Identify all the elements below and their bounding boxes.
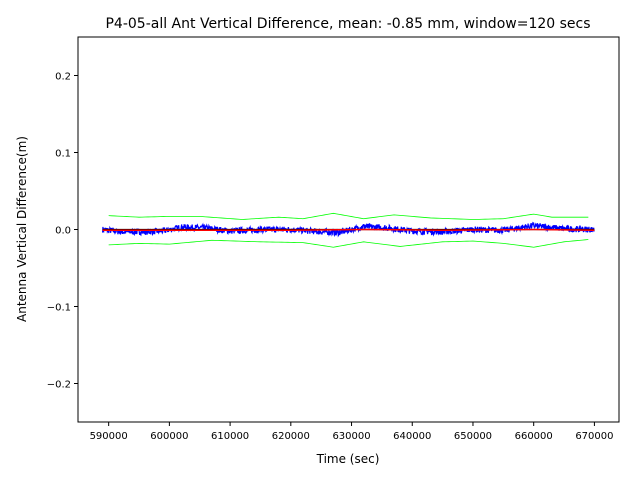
x-tick-label: 650000 <box>454 431 492 442</box>
x-tick-label: 640000 <box>393 431 431 442</box>
series-upper-envelope <box>108 212 589 220</box>
y-tick-label: −0.1 <box>47 303 71 314</box>
x-tick-label: 600000 <box>150 431 188 442</box>
x-tick-label: 620000 <box>272 431 310 442</box>
y-tick-label: 0.2 <box>55 72 71 83</box>
plot-area <box>101 212 595 248</box>
x-tick-label: 630000 <box>332 431 370 442</box>
y-axis-label: Antenna Vertical Difference(m) <box>15 136 29 322</box>
x-tick-label: 670000 <box>575 431 613 442</box>
y-tick-label: −0.2 <box>47 380 71 391</box>
y-tick-label: 0.1 <box>55 149 71 160</box>
x-tick-label: 590000 <box>90 431 128 442</box>
y-axis: 0.2 0.1 0.0 −0.1 −0.2 <box>47 72 78 391</box>
series-vertical-difference <box>101 221 595 238</box>
series-lower-envelope <box>108 239 589 248</box>
x-tick-label: 610000 <box>211 431 249 442</box>
series-running-mean <box>102 228 595 232</box>
x-axis-label: Time (sec) <box>316 452 380 466</box>
y-tick-label: 0.0 <box>55 226 71 237</box>
x-tick-label: 660000 <box>515 431 553 442</box>
x-axis: 590000 600000 610000 620000 630000 640000 6500… <box>90 422 614 442</box>
chart-title: P4-05-all Ant Vertical Difference, mean:… <box>105 16 590 32</box>
